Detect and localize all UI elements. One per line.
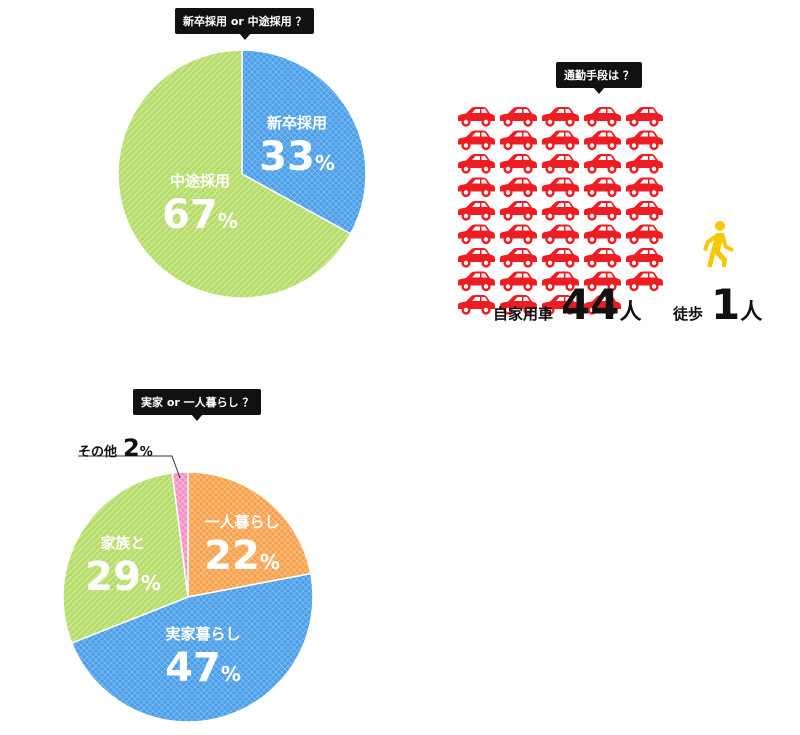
hiring-pie-slice-1 <box>117 49 352 299</box>
car-count-stat: 自家用車 44人 <box>493 284 641 326</box>
hiring-question-bubble: 新卒採用 or 中途採用 ？ <box>175 8 315 34</box>
hiring-slice-new-grad-value: 33 <box>259 134 315 180</box>
car-label: 自家用車 <box>493 305 554 323</box>
living-slice-alone-category: 一人暮らし <box>204 513 280 531</box>
living-slice-with-family-value: 29 <box>85 554 141 600</box>
car-count: 44 <box>561 280 620 329</box>
hiring-slice-mid-career-value: 67 <box>162 192 218 238</box>
walk-label: 徒歩 <box>673 305 704 323</box>
other-leader-line <box>78 455 181 479</box>
walk-unit: 人 <box>740 300 763 325</box>
living-slice-with-family-category: 家族と <box>100 534 146 552</box>
living-pie-slice-3 <box>171 471 189 598</box>
walking-person-icon <box>703 221 734 267</box>
hiring-slice-mid-career-category: 中途採用 <box>169 172 230 190</box>
living-slice-other-label: その他 2% <box>78 434 153 462</box>
living-slice-with-family-label: 家族と 29% <box>80 534 166 600</box>
hiring-slice-new-grad-category: 新卒採用 <box>266 114 327 132</box>
commute-question-bubble: 通勤手段は ？ <box>556 62 642 88</box>
walk-count: 1 <box>711 280 741 329</box>
living-pie-slice-1 <box>70 572 314 723</box>
living-pie-slice-0 <box>187 471 312 598</box>
hiring-slice-new-grad-label: 新卒採用 33% <box>252 114 342 180</box>
living-slice-family-home-label: 実家暮らし 47% <box>148 625 258 691</box>
hiring-pie-slice-0 <box>241 49 367 235</box>
car-unit: 人 <box>619 300 642 325</box>
living-slice-family-home-category: 実家暮らし <box>165 625 241 643</box>
living-pie-slice-2 <box>62 472 189 644</box>
living-slice-family-home-value: 47 <box>165 645 221 691</box>
living-slice-alone-value: 22 <box>204 533 260 579</box>
walk-count-stat: 徒歩 1人 <box>673 284 762 326</box>
hiring-slice-mid-career-label: 中途採用 67% <box>150 172 250 238</box>
living-slice-other-value: 2 <box>123 434 140 462</box>
living-slice-alone-label: 一人暮らし 22% <box>194 513 290 579</box>
living-question-bubble: 実家 or 一人暮らし ？ <box>133 389 262 415</box>
living-slice-other-category: その他 <box>78 445 118 460</box>
